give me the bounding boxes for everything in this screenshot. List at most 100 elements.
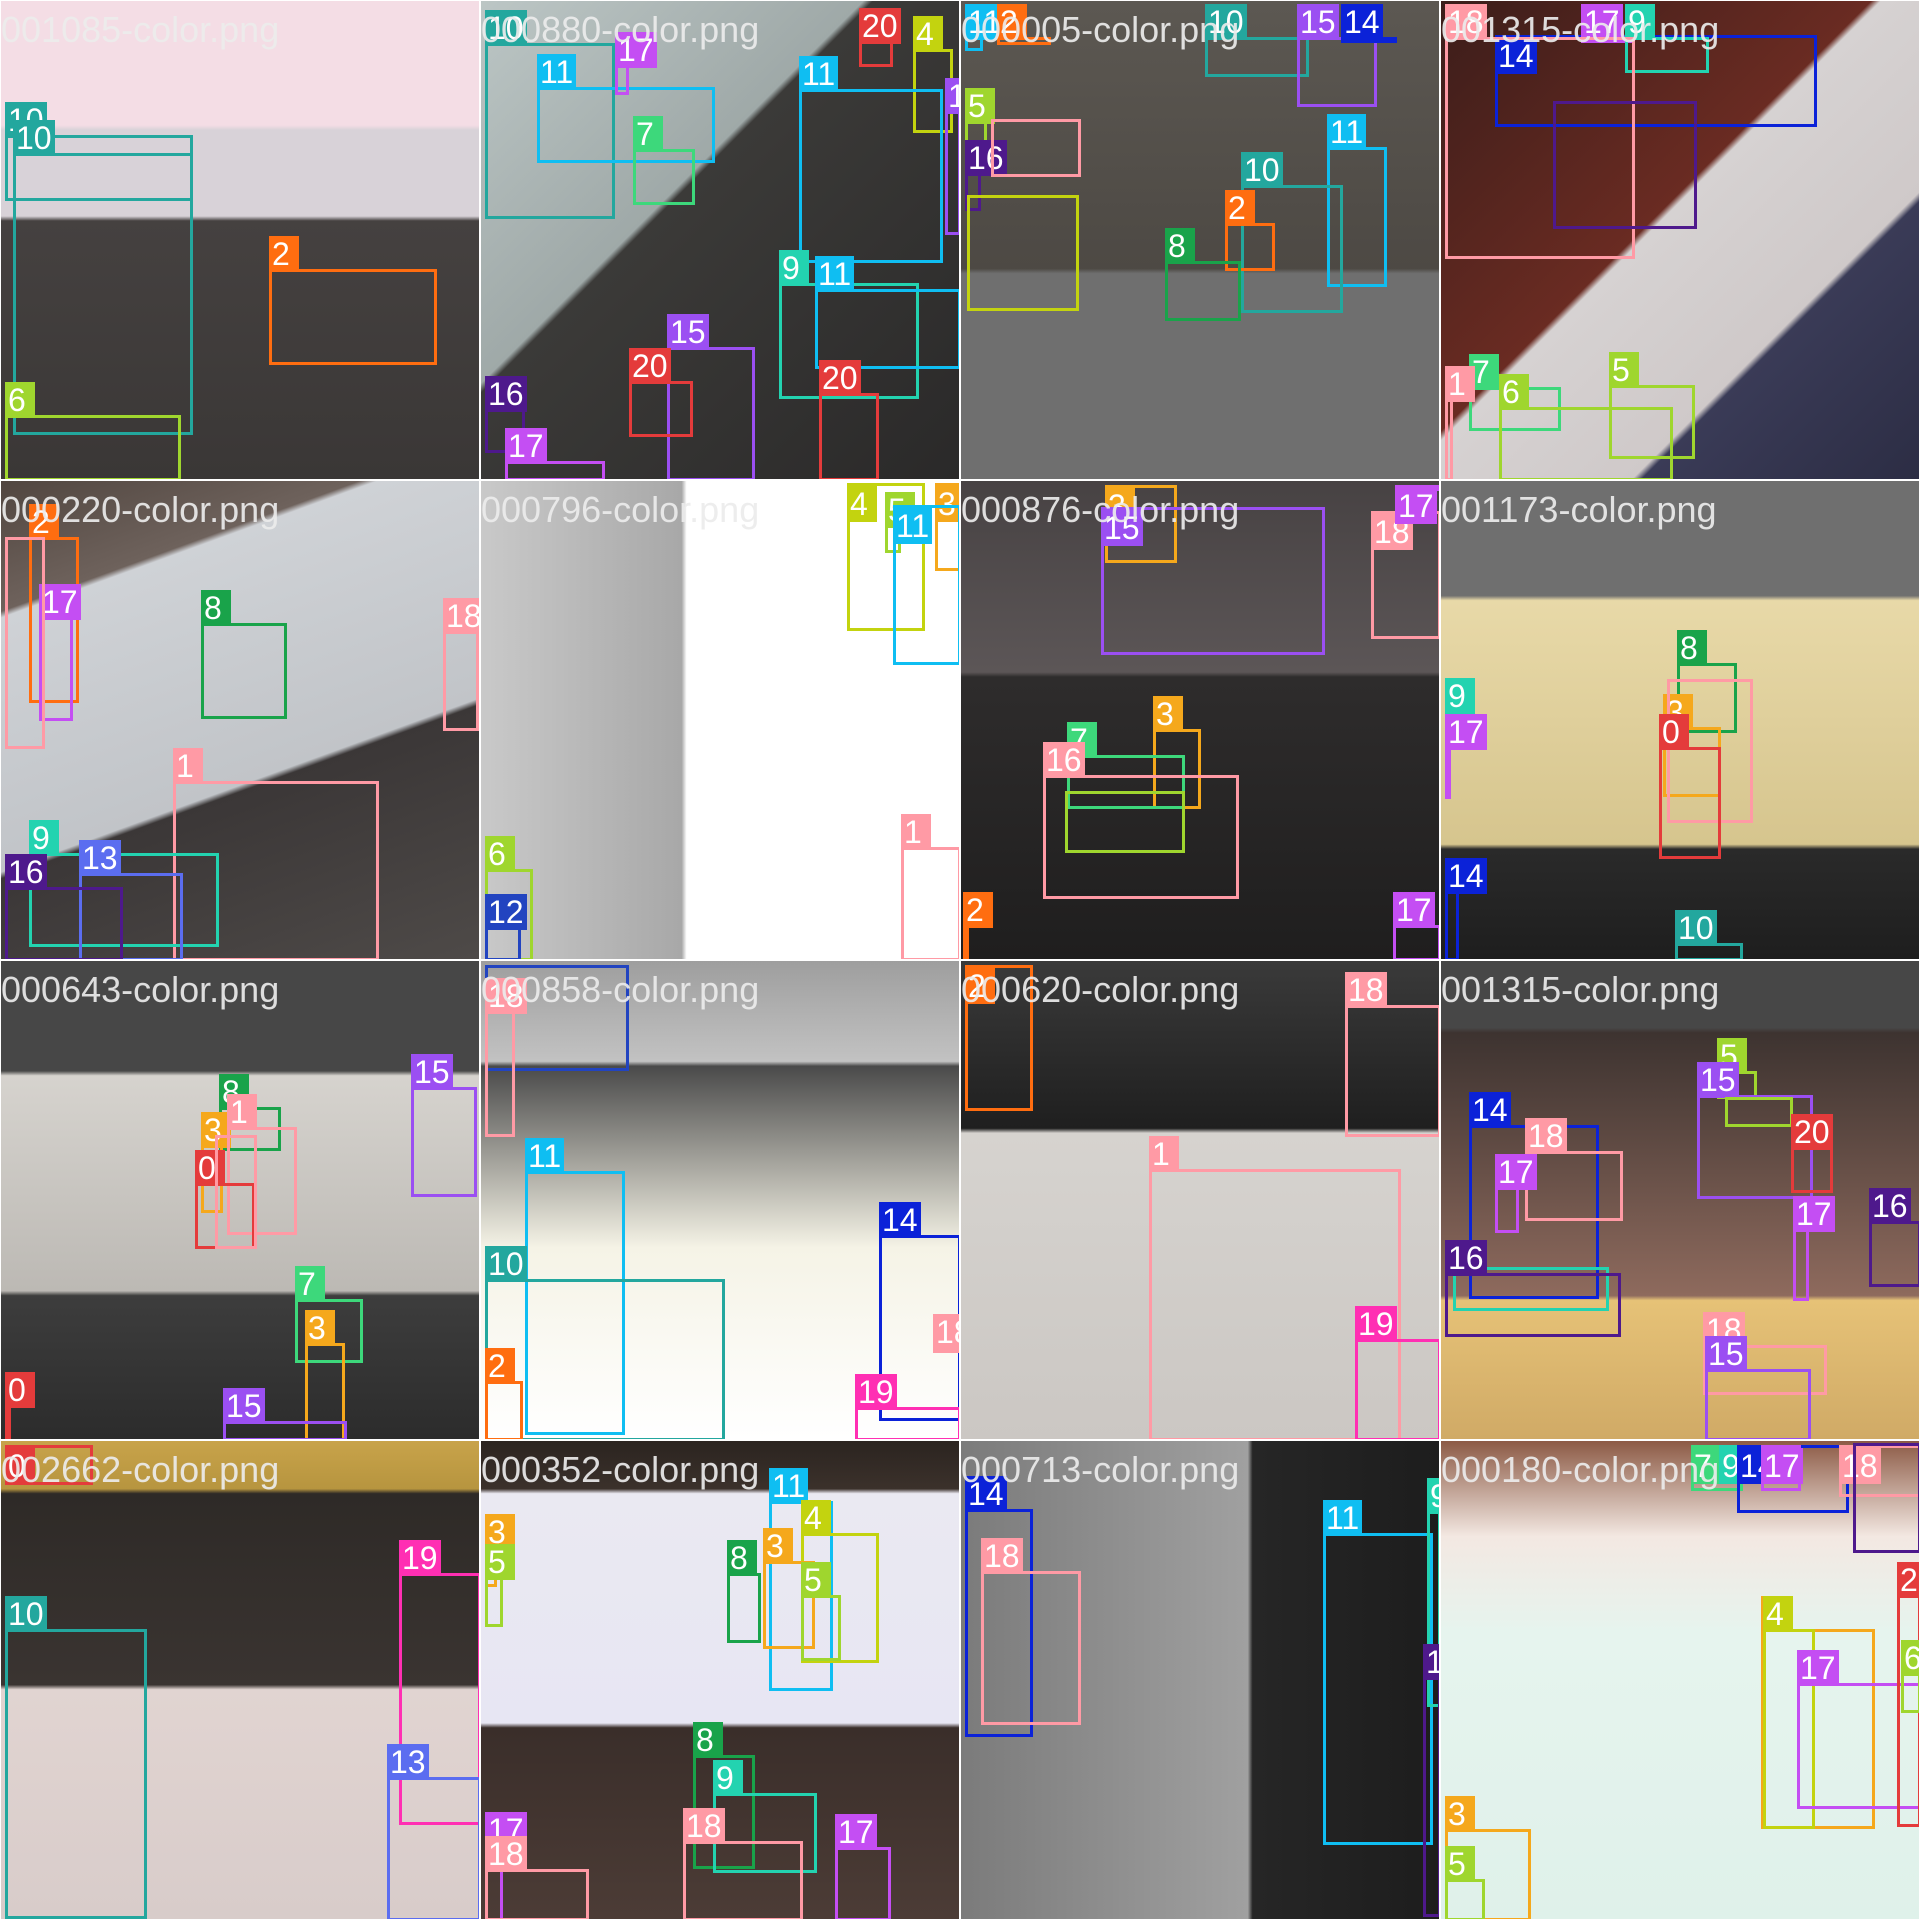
class-label: 14 — [965, 1476, 1007, 1512]
bounding-box — [1667, 679, 1753, 823]
bounding-box: 10 — [5, 1596, 147, 1919]
class-label: 20 — [1897, 1562, 1919, 1598]
class-label: 10 — [485, 10, 527, 46]
class-label: 13 — [387, 1744, 429, 1780]
class-label: 10 — [1205, 4, 1247, 40]
tile-filename: 000180-color.png — [1441, 1449, 1720, 1490]
tile-photo — [961, 481, 1439, 959]
class-label: 11 — [769, 1468, 809, 1504]
bounding-box: 11 — [1327, 114, 1387, 287]
class-label: 18 — [1839, 1448, 1881, 1484]
bounding-box: 4 — [1763, 1596, 1815, 1829]
bounding-box: 6 — [5, 382, 181, 479]
bounding-box — [5, 537, 45, 749]
class-label: 14 — [879, 1202, 921, 1238]
class-label: 13 — [79, 840, 121, 876]
bounding-box — [1553, 101, 1697, 229]
class-label: 11 — [965, 4, 1005, 40]
image-tile: 101117720411159111520201617000880-color.… — [480, 0, 960, 480]
tile-filename: 001085-color.png — [1, 9, 280, 50]
tile-filename: 001315-color.png — [1441, 9, 1720, 50]
class-label: 16 — [5, 854, 47, 890]
class-label: 11 — [815, 256, 855, 292]
bounding-box: 2 — [269, 236, 437, 365]
class-label: 8 — [693, 1722, 723, 1758]
class-label: 5 — [965, 88, 995, 124]
class-label: 18 — [1525, 1118, 1567, 1154]
class-label: 3 — [201, 1112, 231, 1148]
bounding-box: 10 — [485, 10, 615, 219]
class-label: 4 — [913, 16, 943, 52]
class-label: 15 — [1697, 1062, 1739, 1098]
class-label: 9 — [29, 820, 59, 856]
class-label: 17 — [835, 1814, 877, 1850]
class-label: 7 — [1691, 1448, 1721, 1484]
class-label: 0 — [5, 1448, 35, 1484]
image-tile: 8 3 1 0 15 7 3 15 0 000643-color.png — [0, 960, 480, 1440]
class-label: 17 — [1445, 714, 1487, 750]
tile-filename: 000643-color.png — [1, 969, 280, 1010]
bounding-box: 17 — [1445, 714, 1487, 799]
bounding-box: 19 — [399, 1540, 479, 1825]
bounding-box: 2 — [963, 892, 993, 959]
bounding-box: 17 — [1761, 1445, 1803, 1491]
bounding-box: 5 — [1609, 352, 1695, 459]
bounding-box: 15 — [1101, 507, 1325, 655]
class-label: 15 — [411, 1054, 453, 1090]
bounding-box: 18 — [933, 1314, 959, 1353]
bounding-box: 14 — [1495, 35, 1817, 127]
bounding-box: 17 — [1395, 485, 1439, 524]
bounding-box: 7 — [1691, 1445, 1743, 1491]
class-label: 9 — [779, 250, 809, 286]
bounding-box: 0 — [5, 1372, 35, 1439]
image-tile: 2 18 1 19 000620-color.png — [960, 960, 1440, 1440]
tile-photo — [1441, 961, 1919, 1439]
tile-filename: 000858-color.png — [481, 969, 760, 1010]
bounding-box — [1065, 791, 1185, 853]
class-label: 2 — [1225, 190, 1255, 226]
bounding-box: 0 — [1659, 714, 1721, 859]
tile-filename: 001173-color.png — [1441, 489, 1717, 530]
image-tile: 2 17 8 18 1 9 13 16 000220-color.png — [0, 480, 480, 960]
class-label: 5 — [1445, 1846, 1475, 1882]
class-label: 17 — [1581, 4, 1623, 40]
bounding-box: 10 — [1241, 152, 1343, 313]
bounding-box: 11 — [525, 1138, 625, 1435]
bounding-box: 17 — [835, 1814, 891, 1919]
bounding-box: 17 — [1793, 1196, 1835, 1301]
image-tile: 14 18 11 9 16 000713-color.png — [960, 1440, 1440, 1920]
bounding-box: 16 — [1869, 1188, 1919, 1287]
image-tile: 453116121000796-color.png — [480, 480, 960, 960]
image-tile: 101026001085-color.png — [0, 0, 480, 480]
image-tile: 18 11 10 2 14 18 19 000858-color.png — [480, 960, 960, 1440]
class-label: 12 — [485, 894, 527, 930]
class-label: 18 — [443, 598, 479, 634]
bounding-box: 6 — [1901, 1640, 1919, 1713]
tile-filename: 000352-color.png — [481, 1449, 760, 1490]
tile-filename: 000796-color.png — [481, 489, 760, 530]
bounding-box: 10 — [13, 120, 193, 435]
class-label: 17 — [1797, 1650, 1839, 1686]
class-label: 14 — [1445, 858, 1487, 894]
bounding-box: 8 — [1165, 228, 1241, 321]
class-label: 6 — [1499, 374, 1529, 410]
class-label: 1 — [901, 814, 931, 850]
class-label: 8 — [1677, 630, 1707, 666]
class-label: 20 — [629, 348, 671, 384]
class-label: 8 — [201, 590, 231, 626]
bounding-box — [991, 119, 1081, 177]
class-label: 15 — [1705, 1336, 1747, 1372]
class-label: 17 — [615, 32, 657, 68]
class-label: 6 — [485, 836, 515, 872]
class-label: 10 — [1675, 910, 1717, 946]
bounding-box: 15 — [411, 1054, 477, 1197]
class-label: 9 — [713, 1760, 743, 1796]
tile-filename: 000220-color.png — [1, 489, 280, 530]
bounding-box: 7 — [295, 1266, 363, 1363]
tile-filename: 000876-color.png — [961, 489, 1240, 530]
class-label: 18 — [1371, 514, 1413, 550]
bounding-box: 17 — [1797, 1650, 1919, 1809]
tile-photo — [961, 1, 1439, 479]
bounding-box: 5 — [485, 1544, 515, 1627]
bounding-box: 3 — [763, 1528, 815, 1649]
